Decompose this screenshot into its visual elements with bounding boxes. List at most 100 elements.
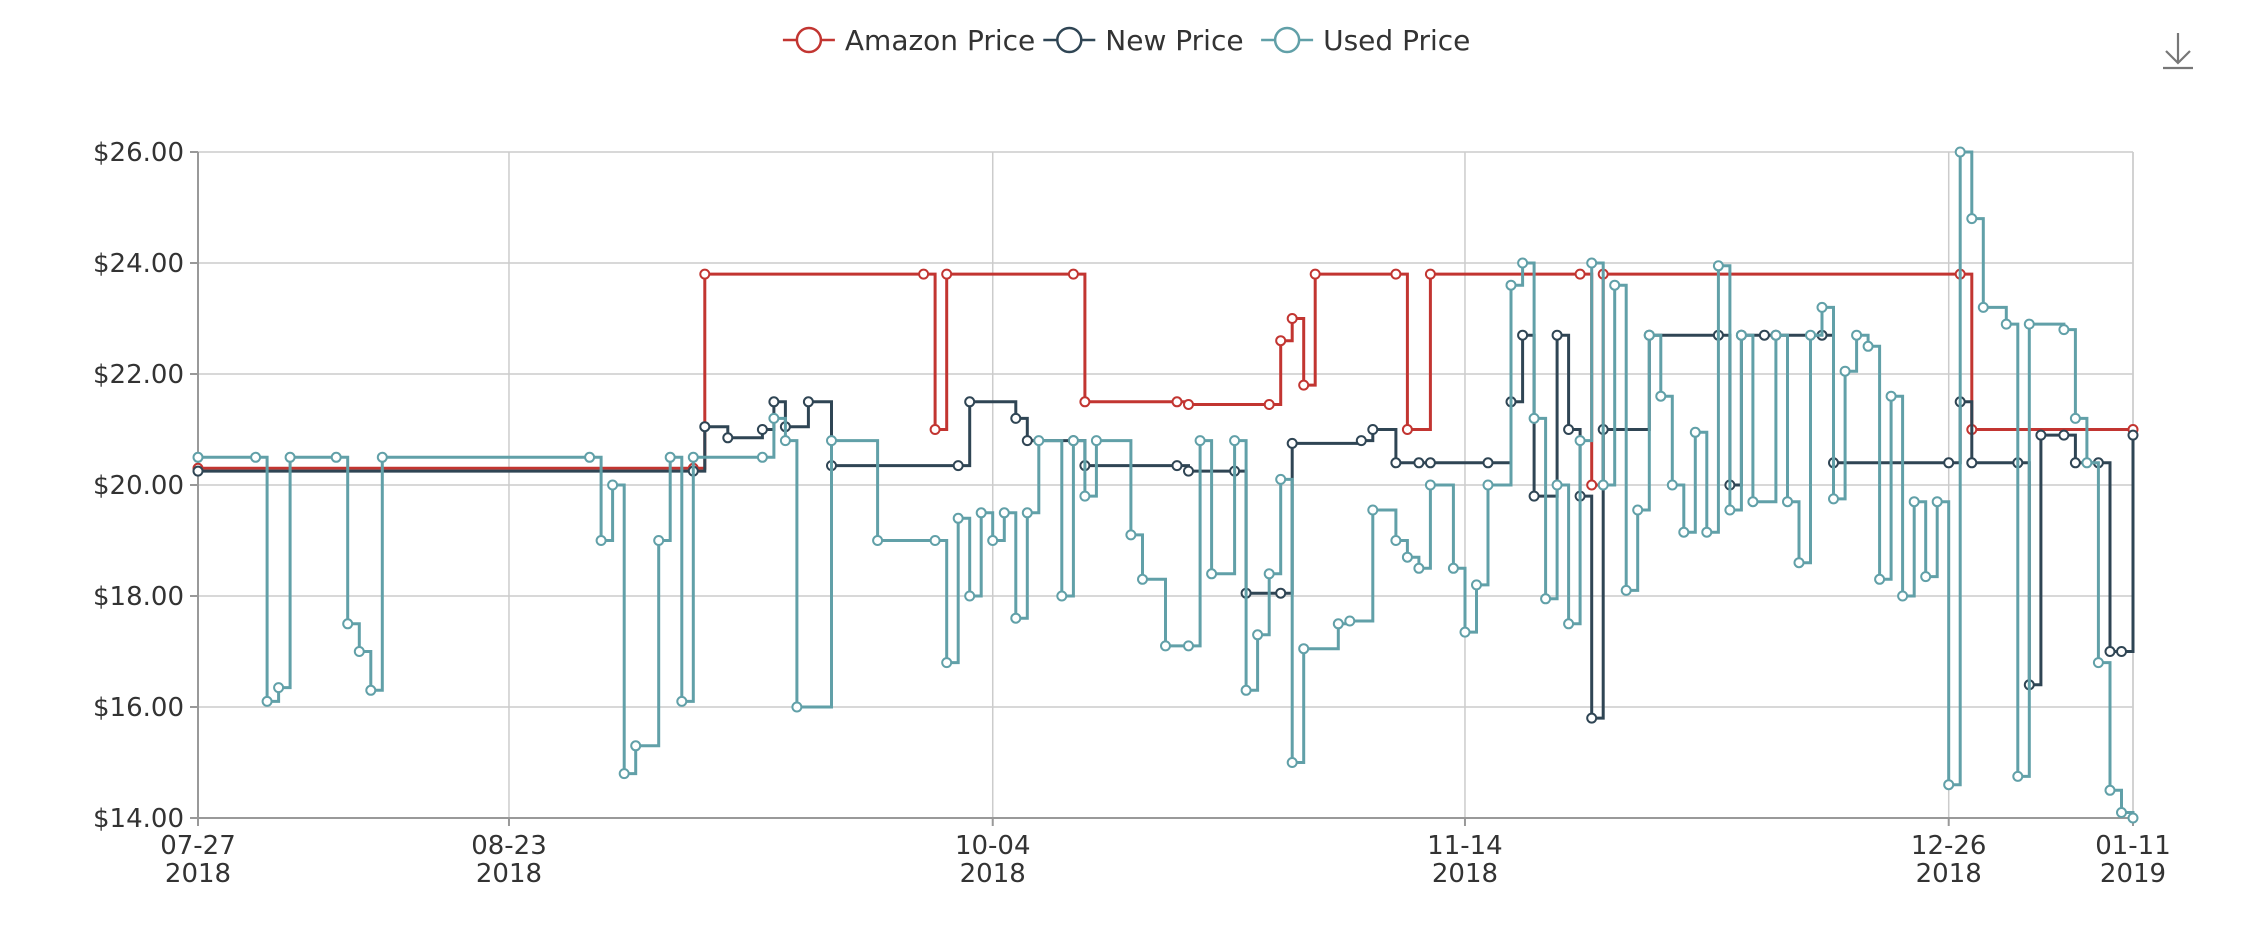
data-point: [1563, 424, 1575, 435]
data-point: [342, 618, 354, 630]
data-point: [1286, 437, 1298, 449]
data-point: [2069, 457, 2081, 469]
data-point: [676, 695, 688, 707]
data-point: [2023, 318, 2035, 330]
data-point: [1171, 396, 1183, 408]
data-point: [192, 451, 204, 463]
data-point: [1689, 426, 1701, 438]
x-tick-year: 2019: [2100, 859, 2166, 889]
data-point: [918, 268, 930, 280]
data-point: [1067, 435, 1079, 447]
data-point: [2127, 429, 2139, 441]
data-point: [1183, 465, 1194, 477]
data-point: [975, 507, 987, 519]
x-tick-year: 2018: [1432, 859, 1498, 889]
data-point: [941, 268, 953, 280]
data-point: [1424, 268, 1436, 280]
legend-item: Used Price: [1261, 24, 1470, 57]
data-point: [1390, 535, 1402, 546]
data-point: [1586, 712, 1598, 724]
data-point: [1712, 260, 1724, 272]
data-point: [1943, 457, 1955, 469]
x-tick-label: 10-04: [955, 831, 1031, 861]
y-tick-label: $22.00: [93, 360, 184, 390]
data-point: [1229, 435, 1241, 447]
data-point: [1447, 562, 1459, 574]
data-point: [2035, 429, 2047, 441]
data-point: [353, 646, 365, 657]
axes: $14.00 $16.00 $18.00 $20.00 $22.00 $24.00 $26.…: [93, 138, 2171, 889]
data-point: [1183, 399, 1194, 410]
data-point: [1010, 612, 1022, 624]
data-point: [1551, 329, 1563, 341]
data-point: [1367, 504, 1379, 516]
data-point: [1851, 329, 1863, 341]
data-point: [261, 695, 273, 707]
data-point: [1528, 412, 1540, 424]
data-point: [664, 451, 676, 463]
data-point: [284, 451, 296, 463]
legend-label: Used Price: [1323, 24, 1470, 57]
y-tick-label: $18.00: [93, 582, 184, 612]
data-point: [1724, 504, 1736, 516]
x-tick-year: 2018: [1916, 859, 1982, 889]
data-point: [1666, 479, 1678, 491]
data-point: [1828, 493, 1839, 505]
data-point: [1977, 301, 1989, 313]
data-point: [1275, 335, 1287, 347]
data-point: [687, 451, 699, 463]
legend-item: New Price: [1043, 24, 1244, 57]
data-point: [1563, 618, 1575, 630]
data-point: [1517, 257, 1529, 269]
data-point: [1793, 557, 1805, 569]
data-point: [1609, 279, 1621, 291]
data-point: [1874, 573, 1886, 585]
data-point: [826, 435, 837, 447]
data-point: [756, 451, 768, 463]
x-tick-year: 2018: [476, 859, 542, 889]
data-point: [1367, 424, 1379, 435]
legend-item: Amazon Price: [782, 24, 1035, 57]
data-point: [1298, 643, 1310, 655]
series-layer: [192, 146, 2139, 824]
data-point: [1597, 479, 1609, 491]
x-tick-label: 11-14: [1427, 831, 1503, 861]
y-tick-label: $20.00: [93, 471, 184, 501]
data-point: [1908, 496, 1920, 508]
data-point: [1067, 268, 1079, 280]
data-point: [1021, 507, 1033, 519]
data-point: [1252, 629, 1264, 641]
data-point: [653, 535, 665, 546]
data-point: [1770, 329, 1782, 341]
x-tick-label: 08-23: [471, 831, 547, 861]
data-point: [1033, 435, 1045, 447]
data-point: [192, 465, 204, 477]
x-tick-year: 2018: [165, 859, 231, 889]
data-point: [1137, 573, 1148, 585]
data-point: [1344, 615, 1356, 627]
data-point: [929, 424, 941, 435]
data-point: [1482, 457, 1494, 469]
data-point: [1943, 779, 1955, 791]
data-point: [802, 396, 814, 408]
data-point: [1747, 496, 1759, 508]
legend-marker: [1056, 26, 1083, 54]
data-point: [1424, 479, 1436, 491]
download-icon[interactable]: [2158, 28, 2198, 72]
data-point: [998, 507, 1010, 519]
data-point: [1390, 268, 1402, 280]
data-point: [1655, 390, 1667, 402]
data-point: [952, 512, 964, 524]
data-point: [1551, 479, 1563, 491]
data-point: [1010, 412, 1022, 424]
data-point: [1678, 526, 1690, 538]
data-point: [2012, 770, 2024, 782]
y-tick-label: $26.00: [93, 138, 184, 168]
data-point: [2000, 318, 2012, 330]
data-point: [1574, 268, 1586, 280]
data-point: [987, 535, 999, 546]
data-point: [1021, 435, 1033, 447]
grid-lines: [197, 151, 2134, 819]
data-point: [1263, 399, 1275, 410]
data-point: [699, 268, 711, 280]
